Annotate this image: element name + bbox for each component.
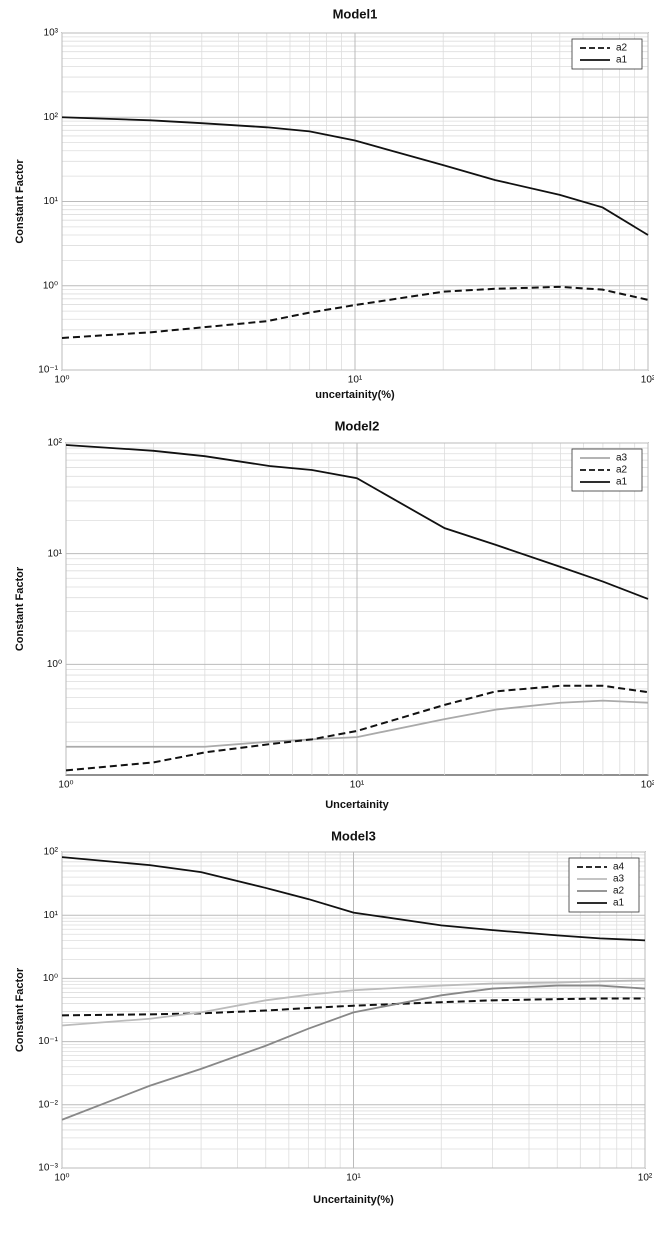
y-tick-label: 10² bbox=[48, 438, 63, 449]
y-tick-label: 10⁻¹ bbox=[38, 365, 58, 376]
data-line bbox=[66, 699, 649, 748]
x-axis-label: uncertainity(%) bbox=[315, 389, 395, 401]
legend-label: a3 bbox=[613, 874, 625, 885]
x-tick-label: 10¹ bbox=[346, 1173, 361, 1184]
y-tick-label: 10¹ bbox=[48, 548, 63, 559]
x-tick-label: 10⁰ bbox=[54, 1173, 69, 1184]
data-line bbox=[65, 444, 649, 600]
y-tick-label: 10⁻³ bbox=[38, 1163, 58, 1174]
y-tick-label: 10¹ bbox=[44, 196, 59, 207]
legend-label: a1 bbox=[613, 898, 625, 909]
data-line bbox=[61, 856, 646, 942]
data-line bbox=[61, 979, 646, 1027]
chart-title: Model2 bbox=[335, 418, 380, 433]
x-tick-label: 10² bbox=[641, 780, 654, 791]
data-line bbox=[61, 116, 649, 236]
y-tick-label: 10¹ bbox=[44, 910, 59, 921]
legend-label: a1 bbox=[616, 55, 628, 66]
x-tick-label: 10⁰ bbox=[58, 780, 73, 791]
legend-label: a1 bbox=[616, 477, 628, 488]
y-tick-label: 10⁻¹ bbox=[38, 1036, 58, 1047]
data-line bbox=[61, 984, 646, 1121]
y-tick-label: 10⁰ bbox=[47, 659, 62, 670]
chart-title: Model3 bbox=[331, 828, 376, 843]
x-tick-label: 10² bbox=[641, 375, 654, 386]
legend-label: a2 bbox=[613, 886, 625, 897]
x-tick-label: 10¹ bbox=[348, 375, 363, 386]
legend-label: a2 bbox=[616, 43, 628, 54]
x-tick-label: 10¹ bbox=[350, 780, 365, 791]
legend-label: a3 bbox=[616, 453, 628, 464]
x-tick-label: 10² bbox=[638, 1173, 653, 1184]
y-axis-label: Constant Factor bbox=[14, 967, 26, 1052]
y-axis-label: Constant Factor bbox=[14, 159, 26, 244]
legend-box bbox=[571, 38, 643, 70]
chart-title: Model1 bbox=[333, 6, 378, 21]
y-tick-label: 10³ bbox=[44, 28, 59, 39]
legend-label: a2 bbox=[616, 465, 628, 476]
data-line bbox=[65, 684, 649, 772]
x-tick-label: 10⁰ bbox=[54, 375, 69, 386]
x-axis-label: Uncertainity(%) bbox=[313, 1194, 394, 1206]
chart: 10⁰ 10¹ 10² 10⁰ 10¹ 10² Model2 Uncertainity Cons… bbox=[14, 418, 654, 810]
y-axis-label: Constant Factor bbox=[14, 566, 26, 651]
y-tick-label: 10⁰ bbox=[43, 973, 58, 984]
chart: 10⁻³ 10⁻² 10⁻¹ 10⁰ 10¹ 10² 10⁰ 10¹ 10² Model3 Unce… bbox=[14, 828, 653, 1205]
data-line bbox=[61, 285, 649, 339]
y-tick-label: 10⁻² bbox=[38, 1099, 58, 1110]
y-tick-label: 10² bbox=[44, 112, 59, 123]
y-tick-label: 10⁰ bbox=[43, 280, 58, 291]
y-tick-label: 10² bbox=[44, 847, 59, 858]
legend-label: a4 bbox=[613, 862, 625, 873]
x-axis-label: Uncertainity bbox=[325, 799, 389, 811]
